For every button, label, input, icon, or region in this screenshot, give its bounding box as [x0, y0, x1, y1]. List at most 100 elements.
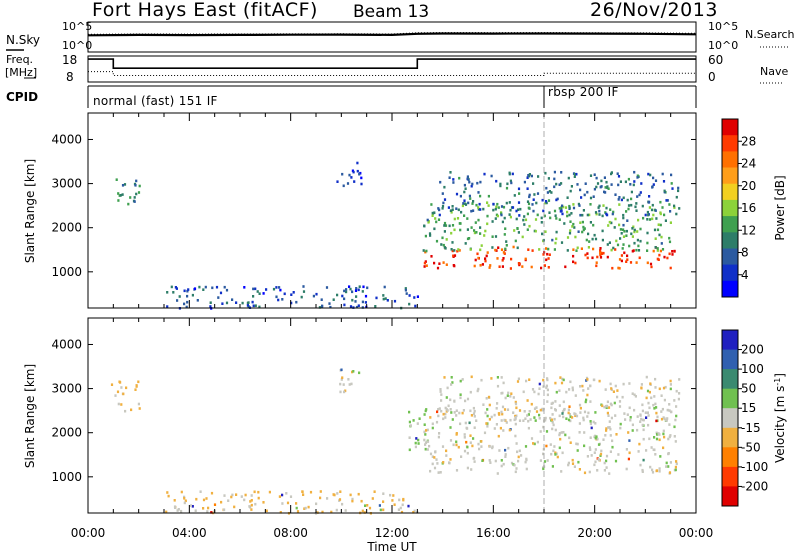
cpid-label: CPID	[6, 90, 38, 104]
echo-cell-region-5	[195, 497, 198, 501]
echo-cell-region-5	[361, 509, 364, 513]
echo-cell-region-4	[651, 185, 654, 188]
echo-cell-region-3	[503, 216, 506, 220]
echo-cell-region-3	[603, 461, 606, 465]
echo-cell-region-5	[202, 507, 205, 510]
noise-right-label: N.Search	[745, 28, 795, 41]
echo-cell-region-3	[578, 468, 581, 471]
colorbar-swatch	[722, 216, 738, 233]
colorbar-tick-label: 100	[741, 362, 764, 376]
echo-cell-region-5	[178, 295, 181, 298]
echo-cell-region-3	[590, 426, 593, 430]
echo-cell-region-3	[622, 243, 625, 246]
echo-cell-region-4	[585, 379, 588, 382]
echo-cell-region-3	[435, 458, 438, 461]
echo-cell-region-3	[610, 248, 613, 252]
echo-cell-region-4	[675, 389, 678, 393]
echo-cell-region-4	[618, 196, 621, 199]
echo-cell-region-3	[601, 214, 604, 218]
echo-cell-region-5	[198, 285, 201, 289]
echo-cell-region-3	[675, 212, 678, 216]
echo-cell-region-5	[295, 300, 298, 304]
echo-cell-region-2	[518, 262, 521, 266]
echo-cell-region-3	[641, 409, 644, 413]
echo-cell-region-3	[473, 231, 476, 235]
echo-cell-region-5	[281, 298, 284, 301]
echo-cell-region-0	[121, 184, 125, 187]
echo-cell-region-3	[609, 434, 612, 437]
echo-cell-region-3	[555, 230, 558, 234]
echo-cell-region-3	[466, 451, 469, 455]
echo-cell-region-3	[630, 203, 633, 207]
echo-cell-region-3	[604, 434, 607, 437]
date-title: 26/Nov/2013	[590, 0, 718, 21]
echo-cell-region-4	[665, 199, 668, 202]
echo-cell-region-2	[659, 249, 662, 253]
noise-series-nsearch	[87, 32, 697, 35]
echo-cell-region-0	[121, 193, 124, 196]
echo-cell-region-3	[539, 430, 542, 433]
echo-cell-region-3	[514, 239, 517, 243]
echo-cell-region-3	[652, 213, 655, 217]
echo-cell-region-4	[560, 182, 563, 185]
noise-left-tick-top: 10^5	[62, 20, 92, 33]
echo-cell-region-4	[626, 198, 629, 202]
echo-cell-region-1	[356, 161, 359, 165]
echo-cell-region-3	[463, 449, 467, 453]
echo-cell-region-4	[545, 201, 548, 205]
echo-cell-region-3	[673, 206, 676, 209]
echo-cell-region-3	[668, 471, 672, 474]
echo-cell-region-4	[610, 183, 613, 186]
echo-cell-region-3	[426, 440, 430, 443]
echo-cell-region-4	[528, 378, 531, 381]
echo-cell-region-3	[571, 458, 574, 462]
echo-cell-region-3	[530, 437, 534, 440]
echo-cell-region-3	[651, 471, 655, 474]
echo-cell-region-4	[568, 213, 571, 217]
echo-cell-region-3	[472, 412, 476, 415]
echo-cell-region-3	[583, 444, 586, 448]
echo-cell-region-5	[183, 497, 186, 500]
echo-cell-region-4	[634, 205, 637, 209]
echo-cell-region-5	[321, 510, 324, 514]
echo-cell-region-3	[500, 464, 503, 468]
echo-cell-region-4	[661, 172, 664, 176]
echo-cell-region-5	[295, 506, 298, 510]
echo-cell-region-4	[526, 399, 529, 402]
echo-cell-region-3	[637, 244, 640, 248]
echo-cell-region-4	[550, 191, 553, 194]
echo-cell-region-4	[663, 398, 666, 402]
echo-cell-region-3	[597, 443, 601, 446]
echo-cell-region-5	[382, 297, 385, 301]
echo-cell-region-4	[526, 212, 529, 216]
echo-cell-region-4	[648, 406, 651, 410]
echo-cell-region-3	[601, 229, 604, 233]
echo-cell-region-3	[528, 224, 531, 228]
echo-cell-region-3	[546, 459, 549, 462]
echo-cell-region-3	[551, 465, 554, 468]
echo-cell-region-3	[458, 411, 461, 415]
echo-cell-region-2	[456, 249, 459, 253]
echo-cell-region-3	[639, 227, 642, 231]
echo-cell-region-0	[127, 202, 130, 206]
echo-cell-region-4	[595, 176, 598, 180]
echo-cell-region-4	[517, 208, 520, 211]
echo-cell-region-3	[657, 223, 660, 226]
echo-cell-region-2	[666, 256, 669, 260]
echo-cell-region-5	[166, 305, 169, 308]
freq-right-label: Nave	[760, 65, 788, 78]
echo-cell-region-3	[449, 426, 452, 429]
echo-cell-region-3	[459, 228, 462, 232]
echo-cell-region-3	[611, 439, 614, 443]
echo-cell-region-3	[583, 431, 586, 434]
echo-cell-region-4	[617, 198, 620, 201]
echo-cell-region-4	[575, 414, 579, 418]
echo-cell-region-5	[219, 291, 223, 295]
echo-cell-region-3	[463, 436, 466, 439]
echo-cell-region-5	[302, 290, 306, 293]
echo-cell-region-3	[655, 437, 659, 441]
echo-cell-region-3	[627, 204, 631, 207]
echo-cell-region-4	[495, 179, 498, 183]
echo-cell-region-3	[479, 248, 482, 252]
echo-cell-region-3	[435, 239, 439, 243]
